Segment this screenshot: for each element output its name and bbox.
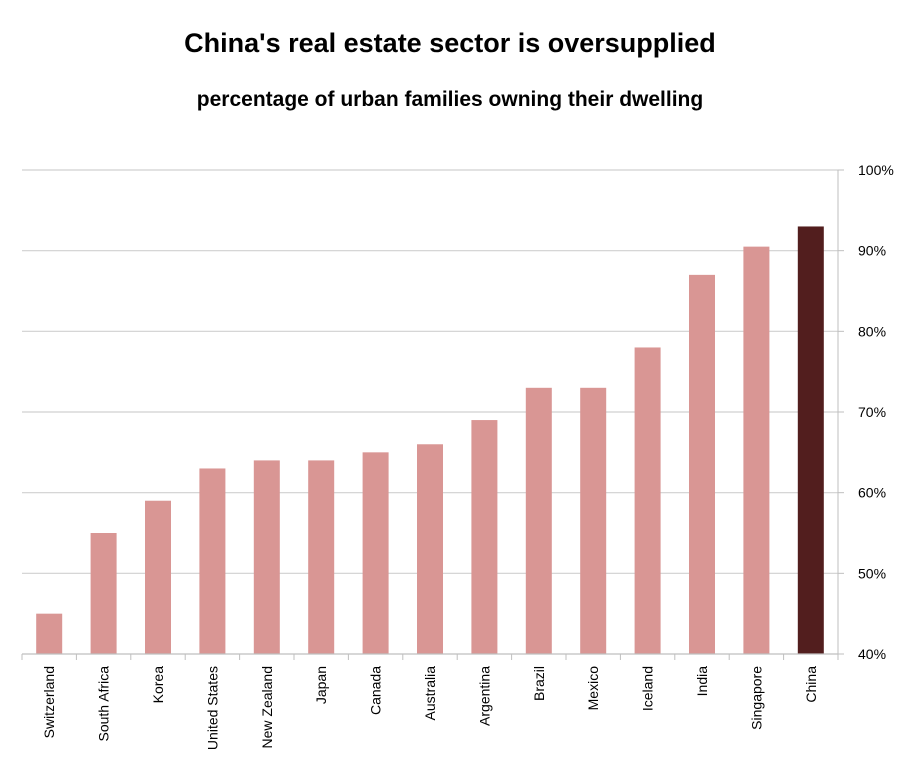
bars (36, 226, 824, 654)
x-tick-label: Korea (150, 666, 166, 704)
bar-iceland (634, 347, 661, 654)
bar-singapore (743, 246, 770, 654)
x-tick-label: Argentina (476, 666, 492, 726)
x-tick-label: New Zealand (259, 666, 275, 749)
x-tick-label: Japan (313, 666, 329, 704)
bar-switzerland (36, 613, 63, 654)
bar-mexico (580, 387, 607, 654)
x-tick-label: Iceland (640, 666, 656, 711)
x-tick-label: India (694, 666, 710, 697)
bar-south-africa (90, 533, 117, 654)
x-tick-label: Switzerland (41, 666, 57, 738)
bar-argentina (471, 420, 498, 654)
y-tick-label: 80% (858, 323, 886, 339)
x-tick-label: United States (204, 666, 220, 750)
x-tick-label: Canada (368, 666, 384, 715)
x-tick-label: Australia (422, 666, 438, 721)
chart-title: China's real estate sector is oversuppli… (184, 28, 716, 58)
x-tick-label: Brazil (531, 666, 547, 701)
y-tick-labels: 40% 50% 60% 70% 80% 90% 100% (858, 162, 894, 662)
bar-australia (417, 444, 443, 654)
y-tick-label: 100% (858, 162, 894, 178)
bar-korea (145, 500, 171, 654)
chart-subtitle: percentage of urban families owning thei… (196, 88, 704, 111)
y-tick-label: 50% (858, 565, 886, 581)
x-tick-label: South Africa (96, 666, 112, 742)
x-tick-labels: Switzerland South Africa Korea United State… (41, 666, 819, 750)
y-tick-label: 40% (858, 646, 886, 662)
y-tick-label: 70% (858, 404, 886, 420)
bar-new-zealand (253, 460, 280, 654)
x-tick-label: China (803, 666, 819, 703)
x-tick-label: Singapore (748, 666, 764, 730)
bar-brazil (525, 387, 552, 654)
bar-canada (362, 452, 389, 654)
bar-united-states (199, 468, 226, 654)
bar-china (797, 226, 824, 654)
bar-india (689, 274, 715, 654)
bar-japan (308, 460, 335, 654)
y-tick-label: 90% (858, 243, 886, 259)
y-tick-label: 60% (858, 485, 886, 501)
x-tick-label: Mexico (585, 666, 601, 711)
axes (21, 169, 844, 660)
